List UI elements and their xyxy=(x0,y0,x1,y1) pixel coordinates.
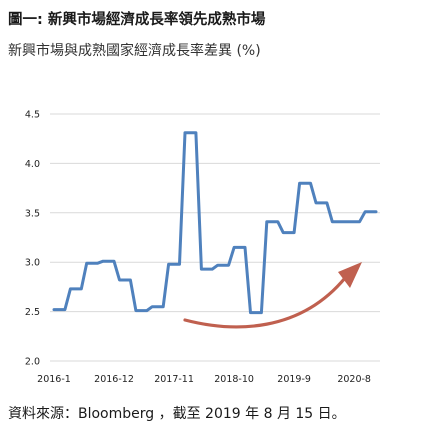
y-tick-label: 3.5 xyxy=(25,208,40,219)
series-layer xyxy=(52,131,378,315)
x-tick-label: 2017-11 xyxy=(154,374,194,385)
trend-arrow-curve xyxy=(183,276,347,329)
y-axis-tick-labels: 2.0 2.5 3.0 3.5 4.0 4.5 xyxy=(25,110,40,368)
x-tick-label: 2018-10 xyxy=(214,374,254,385)
source-note: 資料來源：Bloomberg ，截至 2019 年 8 月 15 日。 xyxy=(8,406,346,422)
y-tick-label: 4.5 xyxy=(25,110,40,121)
y-tick-label: 2.0 xyxy=(25,357,40,368)
x-tick-label: 2020-8 xyxy=(337,374,371,385)
series-line xyxy=(52,131,378,315)
x-tick-label: 2016-1 xyxy=(37,374,71,385)
y-tick-label: 3.0 xyxy=(25,258,40,269)
gridlines xyxy=(50,113,380,362)
chart-subtitle: 新興市場與成熟國家經濟成長率差異 (%) xyxy=(8,43,261,59)
figure-title: 圖一: 新興市場經濟成長率領先成熟市場 xyxy=(8,12,266,28)
x-axis-tick-labels: 2016-1 2016-12 2017-11 2018-10 2019-9 2020-8 xyxy=(37,374,371,385)
x-tick-label: 2016-12 xyxy=(94,374,134,385)
x-tick-label: 2019-9 xyxy=(277,374,311,385)
y-tick-label: 2.5 xyxy=(25,307,40,318)
trend-arrow-head xyxy=(338,262,362,288)
trend-annotation xyxy=(183,262,362,329)
y-tick-label: 4.0 xyxy=(25,159,40,170)
